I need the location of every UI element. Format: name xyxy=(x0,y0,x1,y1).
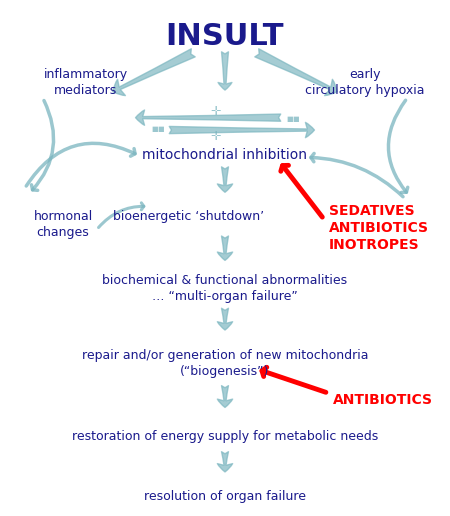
Text: SEDATIVES
ANTIBIOTICS
INOTROPES: SEDATIVES ANTIBIOTICS INOTROPES xyxy=(328,204,428,252)
Text: ■: ■ xyxy=(292,116,298,122)
Text: bioenergetic ‘shutdown’: bioenergetic ‘shutdown’ xyxy=(113,210,265,223)
Text: INSULT: INSULT xyxy=(166,22,284,51)
Text: ■: ■ xyxy=(152,126,158,132)
Text: restoration of energy supply for metabolic needs: restoration of energy supply for metabol… xyxy=(72,429,378,443)
Text: mitochondrial inhibition: mitochondrial inhibition xyxy=(143,148,307,162)
Text: early
circulatory hypoxia: early circulatory hypoxia xyxy=(305,68,424,97)
Text: resolution of organ failure: resolution of organ failure xyxy=(144,490,306,503)
Text: ■: ■ xyxy=(157,126,163,132)
Text: repair and/or generation of new mitochondria
(“biogenesis”): repair and/or generation of new mitochon… xyxy=(82,349,368,378)
Text: hormonal
changes: hormonal changes xyxy=(33,210,93,239)
Text: ✛: ✛ xyxy=(211,105,221,118)
Text: biochemical & functional abnormalities
… “multi-organ failure”: biochemical & functional abnormalities …… xyxy=(103,275,347,303)
Text: ■: ■ xyxy=(287,116,293,122)
Text: ✛: ✛ xyxy=(211,130,221,143)
Text: ANTIBIOTICS: ANTIBIOTICS xyxy=(333,393,433,407)
Text: inflammatory
mediators: inflammatory mediators xyxy=(44,68,127,97)
